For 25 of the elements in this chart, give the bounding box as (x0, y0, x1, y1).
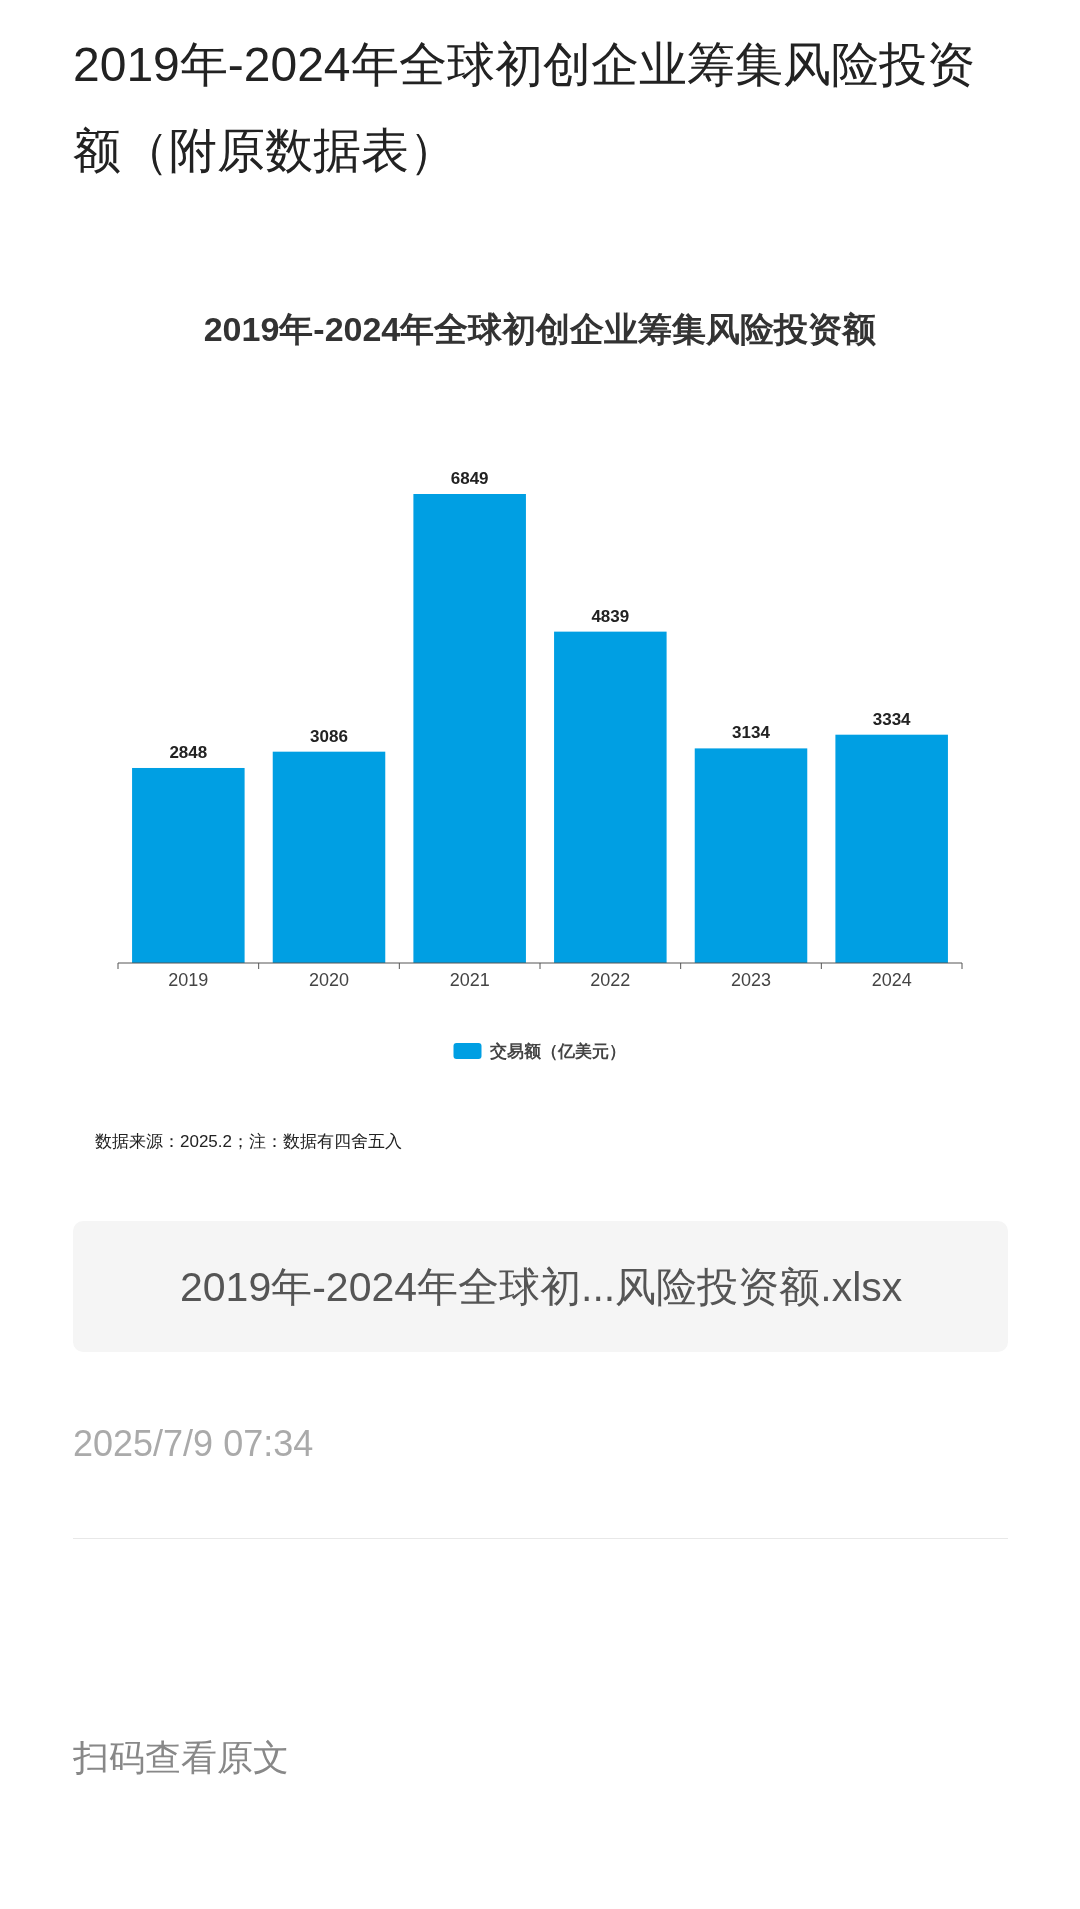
bar (272, 751, 386, 963)
data-label: 3134 (732, 723, 771, 743)
bar (694, 748, 808, 963)
bar (132, 767, 245, 963)
text: 2019年-2024年全球初...风险投资额.xlsx (180, 1263, 903, 1312)
data-label: 3086 (310, 726, 348, 746)
data-label: 3334 (872, 709, 912, 729)
x-tick-label: 2019 (168, 970, 209, 990)
source-note: 数据来源：2025.2；注：数据有四舍五入 (95, 1132, 402, 1151)
bar (835, 734, 948, 963)
x-tick-label: 2020 (308, 970, 350, 990)
data-label: 2848 (169, 742, 208, 762)
chart-title: 2019年-2024年全球初创企业筹集风险投资额（附原数据表） (73, 37, 976, 179)
data-label: 6849 (450, 469, 489, 488)
legend-label: 交易额（亿美元） (488, 1042, 626, 1061)
x-tick-label: 2021 (449, 970, 490, 990)
chart-subtitle: 2019年-2024年全球初创企业筹集风险投资额 (203, 310, 877, 348)
x-tick-label: 2023 (730, 970, 772, 990)
text: 2025/7/9 07:34 (73, 1423, 314, 1465)
bar (554, 631, 667, 963)
bar (413, 494, 526, 963)
text: 扫码查看原文 (73, 1736, 289, 1780)
x-tick-label: 2022 (590, 970, 631, 990)
x-tick-label: 2024 (871, 970, 912, 990)
data-label: 4839 (591, 606, 630, 626)
